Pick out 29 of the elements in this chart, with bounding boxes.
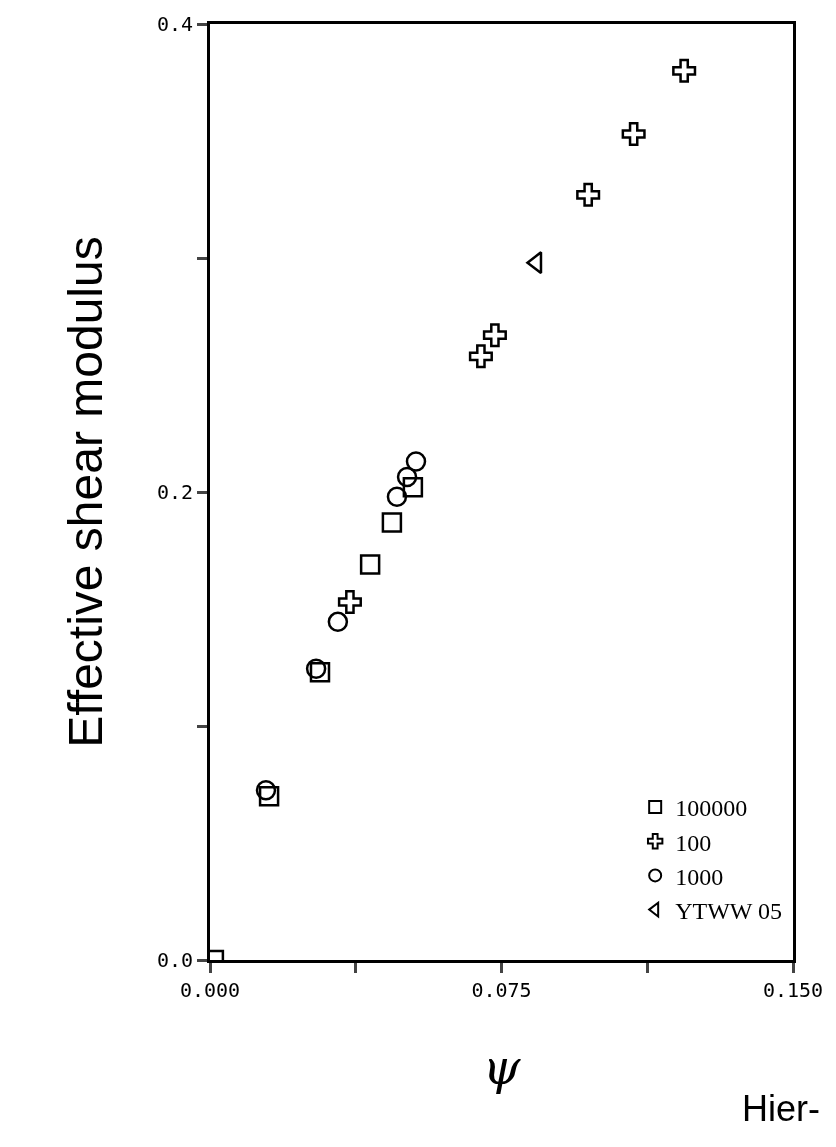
y-tick-label: 0.0 [156, 948, 193, 972]
point [359, 554, 381, 575]
point [672, 58, 697, 83]
legend-label: YTWW 05 [675, 897, 783, 924]
point [576, 182, 601, 207]
point [396, 466, 418, 488]
point [386, 486, 408, 507]
point [621, 121, 646, 147]
x-tick-label: 0.075 [471, 978, 532, 1002]
text: Hier- [742, 1088, 820, 1129]
point [526, 251, 543, 275]
y-tick-label: 0.4 [156, 12, 193, 36]
point [327, 611, 349, 633]
point [402, 477, 424, 498]
point [482, 323, 507, 348]
x-tick-label: 0.150 [762, 978, 824, 1002]
y-axis-title: Effective shear modulus [58, 236, 112, 748]
x-tick-label: 0.000 [179, 978, 241, 1002]
legend-label: 1000 [675, 863, 724, 890]
legend-label: 100 [675, 829, 712, 856]
y-tick-label: 0.2 [156, 480, 193, 504]
point [468, 344, 493, 369]
point [337, 589, 362, 615]
point [255, 780, 277, 801]
legend-label: 100000 [675, 795, 748, 822]
x-axis-title: ψ [482, 1039, 522, 1096]
point [381, 512, 403, 533]
point [258, 785, 280, 807]
point [405, 451, 427, 472]
